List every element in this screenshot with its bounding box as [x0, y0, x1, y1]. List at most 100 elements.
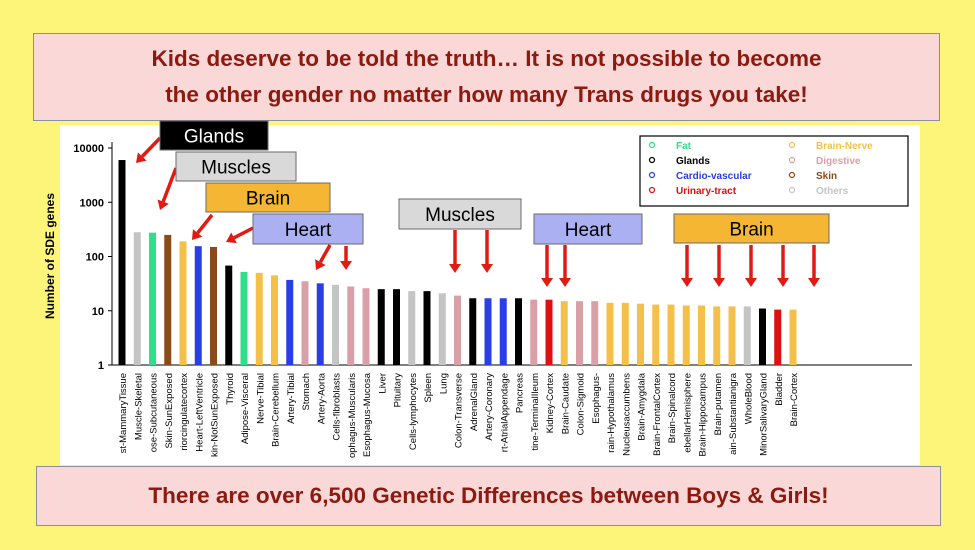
bar — [515, 298, 522, 365]
legend-marker — [648, 156, 656, 164]
bar — [408, 291, 416, 365]
x-tick-label: Adipose-Visceral — [240, 373, 251, 444]
arrow-head — [315, 259, 326, 270]
bar — [301, 281, 309, 365]
bar — [560, 301, 568, 365]
arrow-shaft — [318, 244, 332, 264]
callout-muscles: Muscles — [175, 151, 297, 182]
arrow-icon — [226, 226, 254, 244]
x-tick-label: tine-TerminalIleum — [530, 373, 541, 451]
x-tick-label: Colon-Sigmoid — [576, 373, 587, 435]
x-tick-label: Artery-Aorta — [316, 372, 327, 424]
bar — [316, 283, 324, 365]
x-tick-label: st-MammaryTissue — [118, 373, 129, 453]
bar — [682, 305, 690, 365]
arrow-head — [157, 199, 169, 210]
x-tick-label: Thyroid — [225, 373, 236, 405]
arrow-head — [541, 278, 553, 287]
arrow-head — [340, 261, 352, 270]
arrow-icon — [808, 245, 820, 287]
x-tick-label: Brain-Hippocampus — [698, 373, 709, 457]
arrow-shaft — [233, 226, 254, 240]
x-tick-label: Muscle-Skeletal — [133, 373, 144, 440]
x-tick-label: Nerve-Tibial — [255, 373, 266, 424]
callout-box — [673, 213, 830, 244]
arrow-head — [136, 152, 147, 163]
bar — [469, 298, 477, 365]
y-axis-label: Number of SDE genes — [43, 193, 57, 319]
bar — [286, 279, 294, 365]
callout-box — [175, 151, 297, 182]
headline-line-2: the other gender no matter how many Tran… — [165, 82, 808, 107]
x-tick-label: Pituitary — [393, 373, 404, 408]
x-tick-label: ebellarHemisphere — [682, 373, 693, 453]
bar — [621, 302, 629, 365]
legend-entry: Skin — [816, 171, 837, 182]
x-tick-label: Skin-SunExposed — [164, 373, 175, 449]
x-tick-label: ophagus-Muscularis — [347, 373, 358, 458]
callout-glands: Glands — [159, 120, 269, 151]
arrow-icon — [481, 230, 493, 273]
callout-label: Brain — [729, 220, 773, 241]
x-tick-label: ain-Substantianigra — [728, 372, 739, 455]
bar — [271, 275, 278, 365]
bar — [377, 289, 385, 365]
callout-label: Heart — [565, 220, 612, 241]
arrow-icon — [157, 167, 178, 210]
callout-box — [252, 213, 364, 245]
bar — [164, 234, 172, 365]
bar — [362, 288, 370, 365]
x-tick-label: Pancreas — [515, 373, 526, 413]
x-tick-label: Brain-Caudate — [560, 373, 571, 434]
bar — [698, 305, 705, 365]
bar — [774, 309, 782, 365]
x-tick-label: Bladder — [774, 373, 785, 406]
bar — [240, 271, 248, 365]
x-tick-label: Cells-lymphocytes — [408, 373, 419, 450]
arrow-icon — [559, 245, 571, 287]
legend-entry: Cardio-vascular — [676, 171, 752, 182]
arrow-icon — [315, 244, 332, 270]
bar — [179, 241, 187, 365]
bar — [484, 298, 492, 365]
bar — [545, 299, 553, 365]
callout-heart-right: Heart — [533, 213, 643, 245]
legend-marker — [788, 171, 796, 179]
arrow-head — [745, 278, 757, 287]
callout-box — [533, 213, 643, 245]
y-tick-label: 1000 — [80, 197, 104, 209]
x-tick-label: Heart-LeftVentricle — [194, 373, 205, 452]
bar — [667, 304, 675, 365]
arrow-shaft — [161, 167, 178, 203]
arrow-head — [777, 278, 789, 287]
arrow-icon — [192, 213, 214, 240]
arrow-icon — [713, 245, 725, 287]
x-tick-label: AdrenalGland — [469, 373, 480, 431]
arrow-head — [449, 264, 461, 273]
callout-label: Muscles — [425, 205, 495, 226]
callout-label: Heart — [285, 220, 332, 241]
bar — [255, 272, 263, 365]
arrow-head — [681, 278, 693, 287]
bar — [393, 289, 400, 365]
legend-entry: Glands — [676, 156, 710, 167]
arrow-head — [481, 264, 493, 273]
arrow-head — [713, 278, 725, 287]
bar — [743, 306, 751, 365]
bar — [789, 309, 797, 365]
legend-marker — [788, 141, 796, 149]
x-tick-label: Colon-Transverse — [454, 373, 465, 448]
x-tick-label: WholeBlood — [743, 373, 754, 424]
legend: Fat Glands Cardio-vascular Urinary-tract Bra… — [639, 135, 909, 207]
callout-muscles-right: Muscles — [398, 198, 522, 230]
bar — [591, 301, 599, 365]
y-tick-label: 100 — [86, 252, 104, 264]
x-tick-label: riorcingulatecortex — [179, 373, 190, 451]
bar — [133, 232, 141, 365]
x-tick-label: kin-NotSunExposed — [210, 373, 221, 457]
legend-box — [639, 135, 909, 207]
bar — [576, 301, 583, 365]
headline-banner: Kids deserve to be told the truth… It is… — [33, 33, 940, 121]
arrow-icon — [745, 245, 757, 287]
x-tick-label: Kidney-Cortex — [545, 373, 556, 433]
